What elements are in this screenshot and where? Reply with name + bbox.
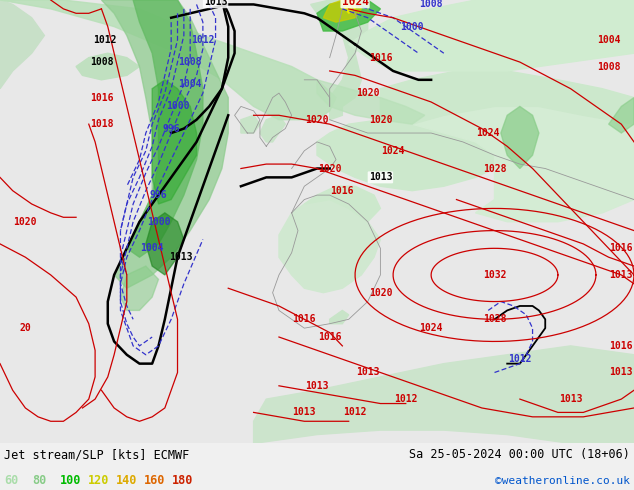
Text: 1012: 1012 bbox=[394, 394, 418, 404]
Polygon shape bbox=[323, 0, 361, 22]
Text: 120: 120 bbox=[88, 474, 110, 488]
Polygon shape bbox=[380, 71, 634, 124]
Text: 20: 20 bbox=[20, 323, 31, 333]
Text: 1028: 1028 bbox=[482, 164, 507, 173]
Polygon shape bbox=[317, 120, 495, 191]
Text: 1013: 1013 bbox=[609, 270, 633, 280]
Text: 1004: 1004 bbox=[597, 35, 621, 45]
Text: ©weatheronline.co.uk: ©weatheronline.co.uk bbox=[495, 476, 630, 486]
Text: 1024: 1024 bbox=[476, 128, 500, 138]
Text: 1012: 1012 bbox=[93, 35, 117, 45]
Text: 1012: 1012 bbox=[191, 35, 215, 45]
Text: 60: 60 bbox=[4, 474, 18, 488]
Polygon shape bbox=[311, 0, 368, 106]
Text: 1013: 1013 bbox=[559, 394, 583, 404]
Text: 100: 100 bbox=[60, 474, 81, 488]
Text: 1000: 1000 bbox=[146, 217, 171, 227]
Text: 1013: 1013 bbox=[169, 252, 193, 262]
Text: 1000: 1000 bbox=[165, 101, 190, 111]
Polygon shape bbox=[260, 115, 285, 142]
Text: Jet stream/SLP [kts] ECMWF: Jet stream/SLP [kts] ECMWF bbox=[4, 448, 190, 461]
Text: 1020: 1020 bbox=[318, 164, 342, 173]
Polygon shape bbox=[317, 0, 380, 31]
Text: 1016: 1016 bbox=[368, 52, 392, 63]
Polygon shape bbox=[241, 115, 260, 133]
Polygon shape bbox=[152, 80, 197, 204]
Text: 1020: 1020 bbox=[305, 115, 329, 125]
Text: 996: 996 bbox=[162, 123, 180, 134]
Text: 1013: 1013 bbox=[305, 381, 329, 391]
Polygon shape bbox=[0, 0, 336, 120]
Text: 80: 80 bbox=[32, 474, 46, 488]
Text: 1008: 1008 bbox=[419, 0, 443, 9]
Text: 1016: 1016 bbox=[292, 314, 316, 324]
Text: 1016: 1016 bbox=[89, 93, 113, 102]
Polygon shape bbox=[412, 106, 634, 221]
Text: 1012: 1012 bbox=[343, 407, 367, 417]
Text: 1016: 1016 bbox=[330, 186, 354, 196]
Text: 1020: 1020 bbox=[13, 217, 37, 227]
Text: 1016: 1016 bbox=[609, 341, 633, 351]
Text: 1016: 1016 bbox=[609, 244, 633, 253]
Polygon shape bbox=[120, 266, 158, 311]
Text: 1024: 1024 bbox=[342, 0, 368, 7]
Text: 1013: 1013 bbox=[292, 407, 316, 417]
Text: 1013: 1013 bbox=[368, 172, 392, 182]
Text: 1013: 1013 bbox=[356, 368, 380, 377]
Text: 1020: 1020 bbox=[368, 288, 392, 298]
Polygon shape bbox=[254, 346, 634, 443]
Text: 160: 160 bbox=[144, 474, 165, 488]
Text: 1000: 1000 bbox=[400, 22, 424, 32]
Polygon shape bbox=[317, 80, 425, 124]
Polygon shape bbox=[101, 0, 228, 288]
Text: 1008: 1008 bbox=[89, 57, 113, 67]
Polygon shape bbox=[76, 53, 139, 80]
Polygon shape bbox=[609, 98, 634, 133]
Polygon shape bbox=[304, 186, 380, 221]
Polygon shape bbox=[349, 0, 634, 71]
Text: 1032: 1032 bbox=[482, 270, 507, 280]
Text: 140: 140 bbox=[116, 474, 138, 488]
Text: 1013: 1013 bbox=[204, 0, 228, 7]
Text: Sa 25-05-2024 00:00 UTC (18+06): Sa 25-05-2024 00:00 UTC (18+06) bbox=[409, 448, 630, 461]
Text: 1024: 1024 bbox=[419, 323, 443, 333]
Polygon shape bbox=[501, 106, 539, 169]
Polygon shape bbox=[330, 311, 349, 324]
Text: 1008: 1008 bbox=[597, 62, 621, 72]
Polygon shape bbox=[0, 0, 44, 89]
Text: 1018: 1018 bbox=[89, 119, 113, 129]
Text: 1004: 1004 bbox=[178, 79, 202, 89]
Text: 1016: 1016 bbox=[318, 332, 342, 342]
Text: 1013: 1013 bbox=[609, 368, 633, 377]
Text: 1012: 1012 bbox=[508, 354, 532, 364]
Text: 1008: 1008 bbox=[178, 57, 202, 67]
Text: 1004: 1004 bbox=[140, 244, 164, 253]
Polygon shape bbox=[146, 213, 184, 275]
Text: 1020: 1020 bbox=[368, 115, 392, 125]
Text: 180: 180 bbox=[172, 474, 193, 488]
Text: 996: 996 bbox=[150, 190, 167, 200]
Text: 1024: 1024 bbox=[381, 146, 405, 156]
Text: 1028: 1028 bbox=[482, 314, 507, 324]
Polygon shape bbox=[342, 0, 355, 13]
Polygon shape bbox=[330, 102, 342, 120]
Polygon shape bbox=[279, 199, 380, 293]
Polygon shape bbox=[127, 0, 203, 257]
Text: 1020: 1020 bbox=[356, 88, 380, 98]
